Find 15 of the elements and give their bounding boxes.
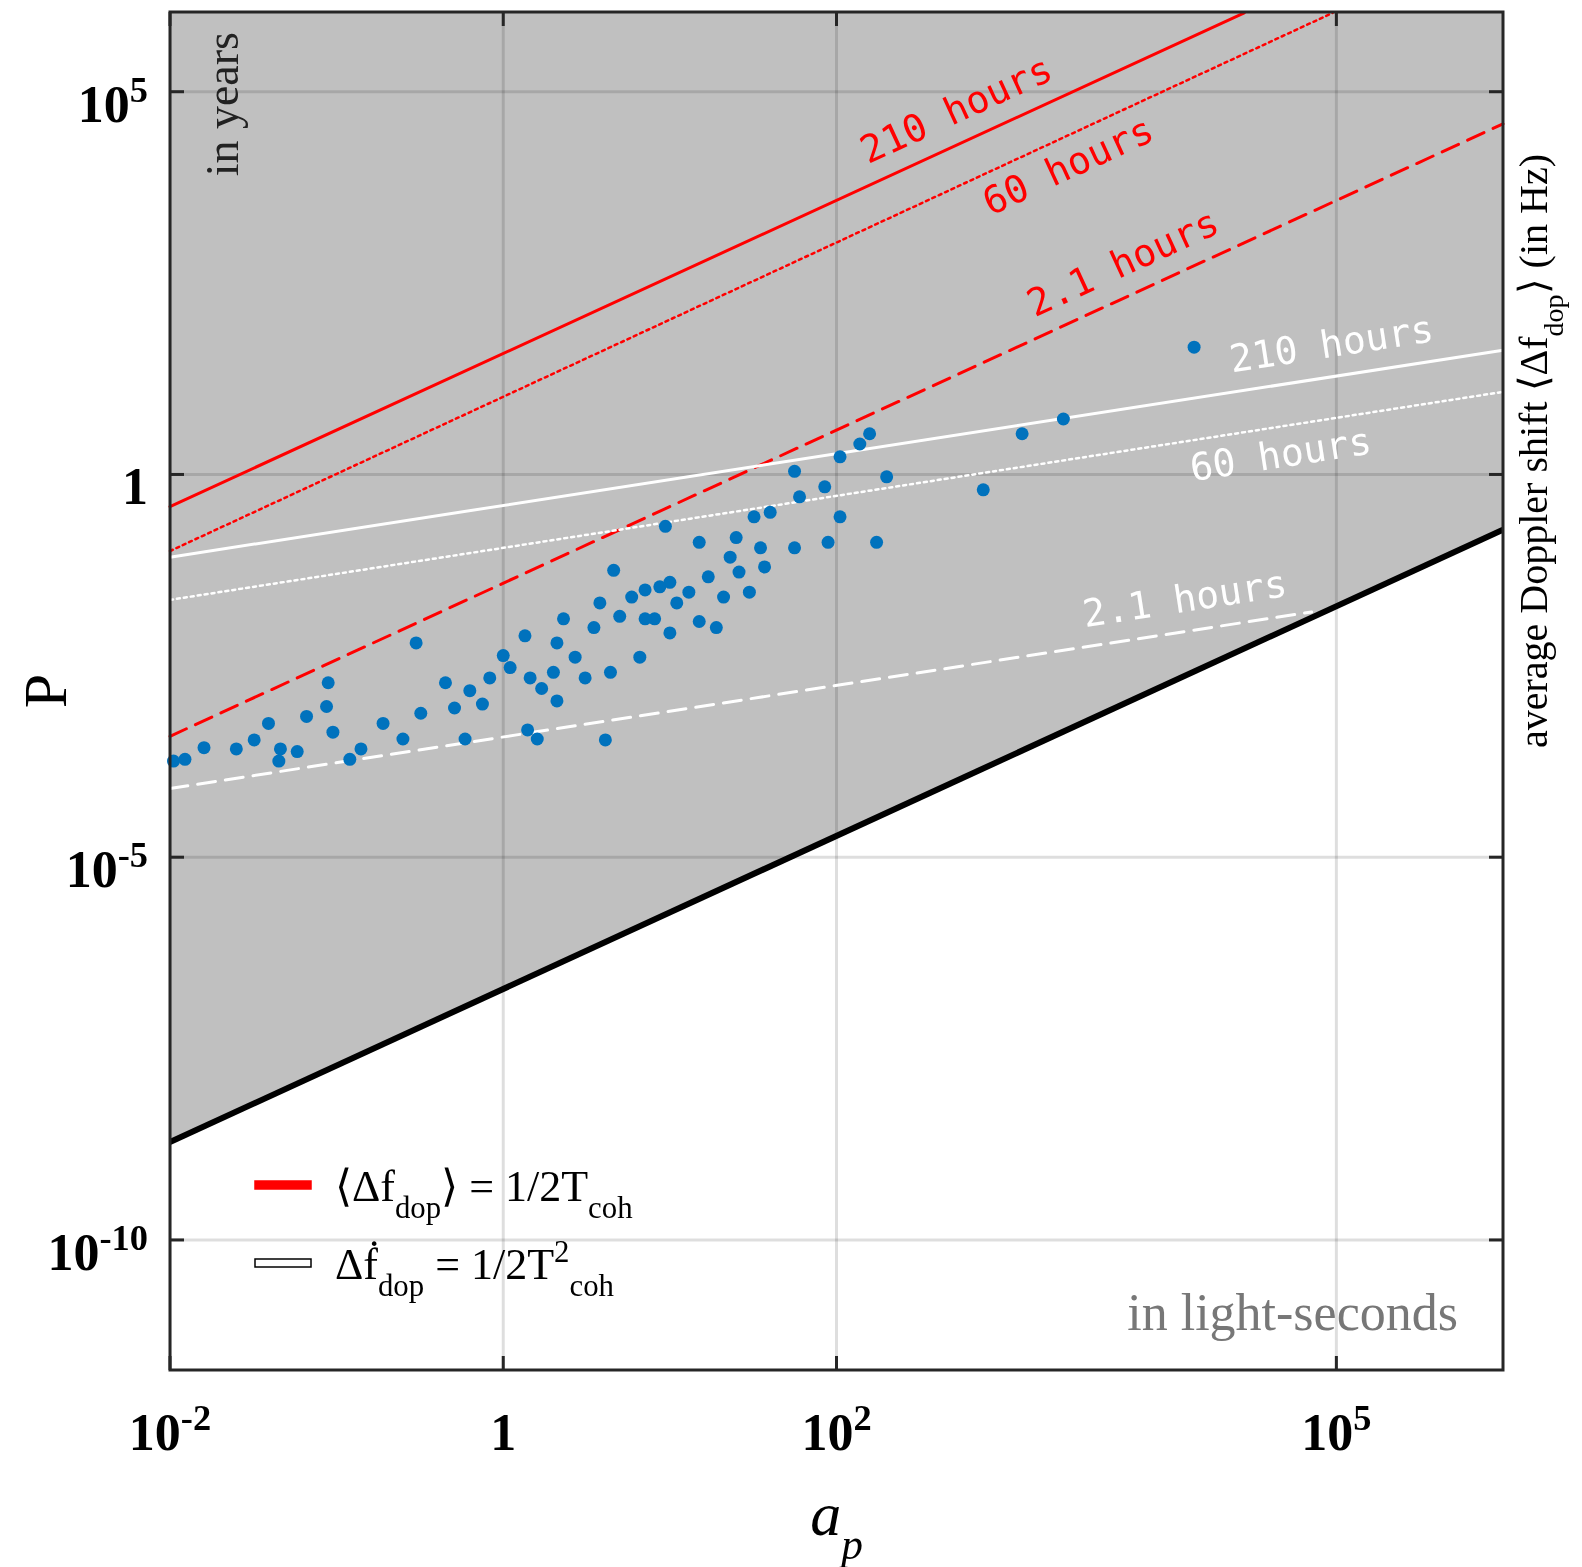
x-tick-label: 1	[490, 1404, 517, 1461]
annotation: 2.1 hours	[1079, 561, 1290, 637]
y-tick-label: 10$^{-10}$	[47, 1217, 148, 1281]
annotation: 60 hours	[1186, 418, 1375, 491]
legend-label: ⟨Δf$_{dop}$⟩ = 1/2T$_{coh}$	[335, 1162, 633, 1225]
y-axis-title: P	[11, 673, 79, 709]
x-tick-label: 10$^{5}$	[1301, 1398, 1372, 1461]
x-tick-label: 10$^{-2}$	[128, 1398, 212, 1461]
y-tick-label: 1	[122, 458, 148, 516]
annotation: in years	[197, 32, 248, 177]
annotation: 210 hours	[1226, 306, 1437, 382]
y-tick-label: 10$^{5}$	[77, 69, 148, 133]
annotation: in light-seconds	[1127, 1284, 1458, 1341]
y-tick-label: 10$^{-5}$	[65, 835, 148, 899]
x-tick-label: 10$^{2}$	[801, 1398, 872, 1461]
